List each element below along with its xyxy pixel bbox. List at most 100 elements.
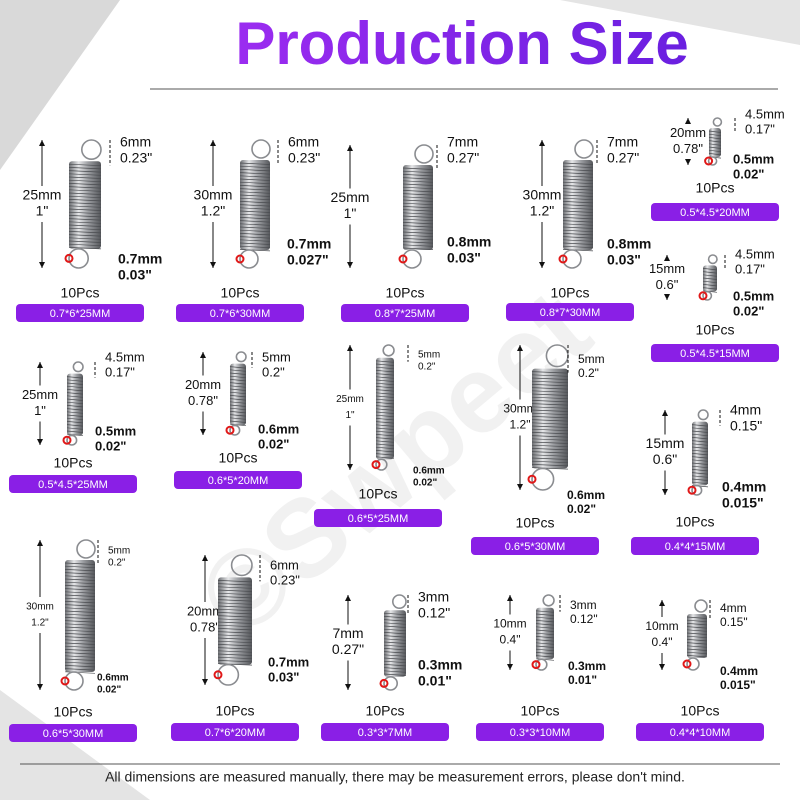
spring-coil xyxy=(375,373,395,376)
hook-ring xyxy=(217,663,240,686)
spring-coil xyxy=(375,370,395,373)
length-mm: 25mm xyxy=(331,189,370,205)
corner-band xyxy=(0,690,150,800)
spring-coil xyxy=(691,446,709,449)
spring-coil xyxy=(64,594,96,597)
spring-coil xyxy=(239,175,271,178)
spring-coil xyxy=(691,481,709,485)
spring-coil xyxy=(383,625,407,628)
wire-in: 0.02" xyxy=(258,436,289,451)
spec-label: 0.5*4.5*15MM xyxy=(680,348,750,360)
wire-marker xyxy=(371,460,381,470)
spring-coil xyxy=(535,655,555,658)
arrow xyxy=(539,140,545,146)
spring-coil xyxy=(402,212,434,215)
hook-in: 0.2" xyxy=(108,558,126,569)
length-mm: 30mm xyxy=(503,402,536,416)
spring-coil xyxy=(562,191,594,194)
quantity: 10Pcs xyxy=(521,703,560,719)
spring-coil xyxy=(535,632,555,636)
wire-in: 0.03" xyxy=(607,252,641,268)
spring-coil xyxy=(239,220,271,223)
arrow xyxy=(659,600,665,606)
spring-coil xyxy=(68,202,102,205)
wire-marker xyxy=(687,485,697,495)
hook-ring xyxy=(414,144,434,164)
corner-band xyxy=(0,0,120,170)
spring-coil xyxy=(691,427,709,430)
spring-coil xyxy=(383,616,407,619)
spring-coil xyxy=(68,218,102,221)
arrow xyxy=(202,679,208,685)
spring-coil xyxy=(691,472,709,475)
spring-coil xyxy=(531,425,569,428)
spring-coil xyxy=(66,376,84,379)
spring-coil xyxy=(562,242,594,245)
spring-coil xyxy=(217,608,253,612)
wire-marker xyxy=(379,678,389,688)
spec-badge xyxy=(506,303,634,321)
spring-coil xyxy=(402,202,434,206)
spring-coil xyxy=(375,418,395,421)
spring-coil xyxy=(64,588,96,591)
spring-coil xyxy=(239,223,271,226)
spring-coil xyxy=(68,215,102,218)
spring-coil xyxy=(229,414,247,417)
spring-coil xyxy=(562,181,594,185)
spring-coil xyxy=(66,405,84,408)
spring-coil xyxy=(708,140,722,143)
arrow xyxy=(659,664,665,670)
spring-coil xyxy=(239,207,271,210)
spring-coil xyxy=(535,636,555,639)
wire-in: 0.02" xyxy=(413,478,437,489)
arrow xyxy=(347,464,353,470)
length-in: 1.2" xyxy=(201,203,225,219)
spring-coil xyxy=(239,188,271,191)
spring-coil xyxy=(217,624,253,628)
spring-coil xyxy=(402,225,434,228)
spring-coil xyxy=(702,274,718,277)
spring-coil xyxy=(686,639,708,642)
spring-coil xyxy=(383,664,407,667)
arrow xyxy=(37,362,43,368)
spring-coil xyxy=(66,401,84,405)
spring-coil xyxy=(702,277,718,280)
hook-mm: 6mm xyxy=(270,557,299,572)
hook-ring xyxy=(382,344,395,357)
spring-coil xyxy=(383,635,407,638)
spring-coil xyxy=(64,639,96,642)
spec-badge xyxy=(631,537,759,555)
spring-coil xyxy=(375,386,395,389)
spring-coil xyxy=(68,240,102,243)
hook-in: 0.17" xyxy=(735,261,765,276)
spring-coil xyxy=(229,382,247,385)
spring-coil xyxy=(66,411,84,414)
spring-coil xyxy=(217,656,253,660)
spring-coil xyxy=(239,249,271,252)
spring-coil xyxy=(691,424,709,427)
spring-body xyxy=(218,577,252,665)
spring-coil xyxy=(375,440,395,443)
spring-coil xyxy=(702,290,718,293)
spring-coil xyxy=(375,376,395,379)
spring-coil xyxy=(383,628,407,632)
wire-mm: 0.5mm xyxy=(733,288,774,303)
spec-label: 0.6*5*25MM xyxy=(348,513,409,525)
spring-coil xyxy=(68,224,102,227)
spring-coil xyxy=(239,242,271,245)
wire-mm: 0.6mm xyxy=(258,421,299,436)
spring-coil xyxy=(64,604,96,607)
spring-coil xyxy=(686,616,708,619)
spring-coil xyxy=(531,396,569,400)
spring-coil xyxy=(375,437,395,440)
hook-ring xyxy=(531,467,555,491)
spring-coil xyxy=(531,464,569,467)
spring-coil xyxy=(229,385,247,388)
spring-coil xyxy=(229,369,247,372)
spec-label: 0.7*6*25MM xyxy=(50,308,111,320)
spring-coil xyxy=(375,402,395,405)
arrow xyxy=(210,262,216,268)
spring-coil xyxy=(68,163,102,167)
spring-coil xyxy=(686,632,708,635)
